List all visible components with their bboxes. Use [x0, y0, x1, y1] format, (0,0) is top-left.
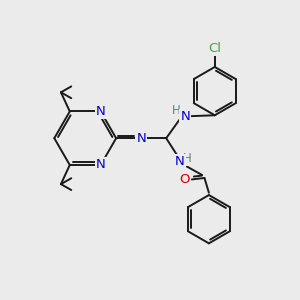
Text: H: H — [172, 104, 181, 117]
Text: N: N — [181, 110, 190, 123]
Text: N: N — [175, 155, 185, 168]
Text: Cl: Cl — [208, 42, 221, 55]
Text: N: N — [96, 158, 106, 172]
Text: H: H — [183, 152, 192, 165]
Text: N: N — [96, 105, 106, 118]
Text: N: N — [136, 132, 146, 145]
Text: O: O — [179, 173, 190, 186]
